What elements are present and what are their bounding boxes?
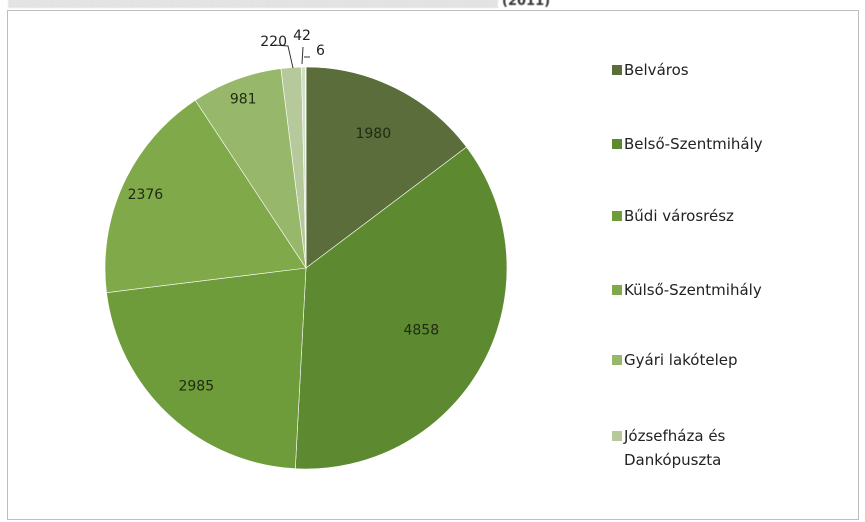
legend-label: Bűdi városrész — [624, 207, 734, 225]
pie-slice — [305, 66, 307, 269]
legend-swatch — [612, 285, 622, 295]
leader-line — [273, 44, 294, 69]
data-label: 42 — [293, 28, 311, 44]
pie-slice — [305, 66, 467, 269]
legend-item: Belváros — [612, 58, 689, 82]
legend-label: Józsefháza és Dankópuszta — [624, 427, 726, 469]
legend-item: Belső-Szentmihály — [612, 132, 763, 156]
legend-item: Gyári lakótelep — [612, 348, 738, 372]
legend-item: Bűdi városrész — [612, 204, 734, 228]
data-label: 981 — [230, 91, 257, 107]
legend-swatch — [612, 431, 622, 441]
data-label: 2985 — [178, 379, 214, 395]
legend-swatch — [612, 65, 622, 75]
data-label: 6 — [316, 43, 325, 59]
data-label: 2376 — [128, 187, 164, 203]
data-label: 4858 — [403, 322, 439, 338]
pie-slice — [104, 99, 307, 293]
legend-label: Belső-Szentmihály — [624, 135, 763, 153]
legend-swatch — [612, 139, 622, 149]
legend-swatch — [612, 355, 622, 365]
legend-label: Külső-Szentmihály — [624, 281, 762, 299]
legend-item: Külső-Szentmihály — [612, 278, 762, 302]
pie-slice — [106, 267, 307, 470]
legend-swatch — [612, 211, 622, 221]
leader-line — [301, 46, 304, 65]
data-label: 220 — [260, 34, 287, 50]
data-label: 1980 — [355, 126, 391, 142]
legend-item: Józsefháza és Dankópuszta — [612, 424, 725, 472]
pie-slice — [294, 146, 508, 470]
legend-label: Belváros — [624, 61, 689, 79]
chart-title-fragment: ▒▒▒▒▒▒▒▒▒▒▒▒▒▒▒▒▒▒▒▒▒▒▒▒▒▒▒▒▒▒▒▒▒▒▒▒▒▒▒▒… — [8, 0, 551, 9]
legend-label: Gyári lakótelep — [624, 351, 738, 369]
